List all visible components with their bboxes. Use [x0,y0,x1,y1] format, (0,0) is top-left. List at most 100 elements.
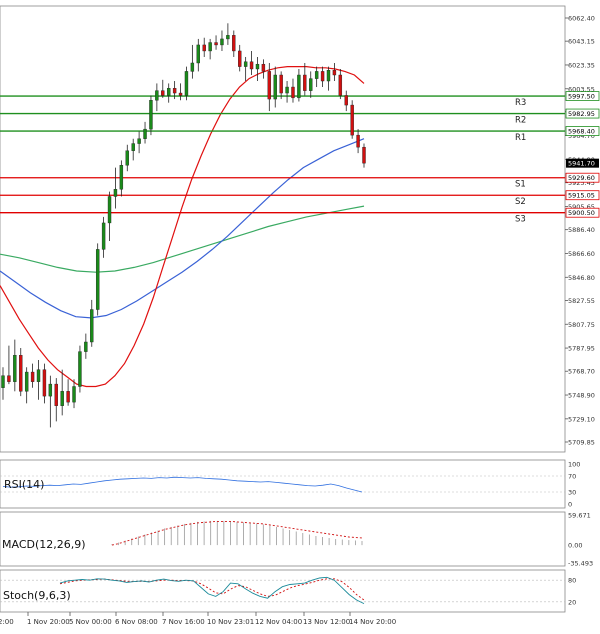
level-name-s1: S1 [515,180,526,190]
price-tick-label: 5827.55 [568,297,595,305]
candle-body [178,92,183,96]
stoch-tick-label: 20 [568,598,576,606]
rsi-panel [0,459,566,509]
candle-body [161,90,165,96]
candle-body [190,62,195,72]
current-price-box [566,158,599,168]
price-tick-label: 6003.55 [568,85,595,93]
price-tick-label: 6043.15 [568,38,595,46]
price-tick-label: 5866.60 [568,250,595,258]
candle-body [84,341,88,352]
price-tick-label: 5729.10 [568,415,595,423]
price-panel [0,5,566,453]
stoch-label: Stoch(9,6,3) [3,589,71,602]
candle-body [238,50,242,67]
price-tick-label: 6023.35 [568,61,595,69]
candle-body [101,222,106,250]
x-tick-label: 14 Nov 20:00 [349,618,396,626]
candle-body [320,71,325,82]
candle-body [95,249,100,310]
price-tick-label: 5964.70 [568,132,595,140]
candle-body [214,42,218,46]
level-price-box [565,190,600,201]
price-tick-label: 5846.80 [568,274,595,282]
x-tick-label: 2:00 [0,618,14,626]
candle-body [78,351,82,387]
rsi-tick-label: 70 [568,473,576,481]
candle-body [202,44,206,52]
x-tick-label: 6 Nov 08:00 [115,618,158,626]
macd-tick-label: 0.00 [568,542,582,550]
candle-body [172,88,177,94]
candle-body [220,38,224,46]
candle-body [291,86,295,99]
candle-body [356,134,360,148]
macd-tick-label: -35.493 [568,560,593,568]
candle-body [226,35,230,40]
candle-body [285,86,289,94]
candle-body [119,165,124,190]
rsi-tick-label: 100 [568,461,580,469]
level-name-s2: S2 [515,197,526,207]
x-tick-label: 13 Nov 12:00 [303,618,350,626]
level-price-label: 5968.40 [568,128,595,136]
level-price-label: 5900.50 [568,209,595,217]
candle-body [143,128,147,139]
price-tick-label: 5925.45 [568,179,595,187]
price-tick-label: 5807.75 [568,321,595,329]
x-tick-label: 5 Nov 00:00 [69,618,112,626]
candle-body [326,69,331,82]
rsi-tick-label: 30 [568,489,576,497]
candle-body [149,100,153,130]
level-price-label: 5915.05 [568,192,595,200]
candle-body [137,138,141,144]
candle-body [48,383,53,397]
candle-body [297,74,301,99]
x-tick-label: 10 Nov 23:01 [207,618,254,626]
candle-body [66,391,70,403]
candle-body [362,146,366,164]
candle-body [60,391,64,406]
candle-body [261,63,266,72]
candle-body [24,371,29,392]
candle-body [273,74,277,100]
price-tick-label: 5787.95 [568,345,595,353]
candle-body [90,309,94,343]
candle-body [332,69,337,76]
x-tick-label: 7 Nov 16:00 [162,618,205,626]
candle-body [54,383,58,406]
candle-body [1,375,5,388]
price-tick-label: 5709.85 [568,439,595,447]
candle-body [13,355,17,382]
x-tick-label: 1 Nov 20:00 [27,618,70,626]
candle-body [255,63,260,70]
level-price-box [565,126,600,136]
candle-body [131,143,135,151]
rsi-tick-label: 0 [568,501,572,509]
candle-body [243,61,248,67]
rsi-line [2,476,363,493]
candle-body [249,61,254,70]
candle-body [208,42,212,52]
level-price-box [565,207,600,218]
stoch-panel [0,569,566,613]
level-price-box [565,172,600,183]
macd-tick-label: 59.671 [568,512,591,520]
candle-body [303,74,307,91]
candle-body [267,71,272,100]
candle-body [125,150,129,166]
rsi-label: RSI(14) [4,478,44,491]
level-name-r3: R3 [515,98,526,108]
candle-body [30,371,35,382]
macd-label: MACD(12,26,9) [2,538,86,551]
candle-body [309,78,313,91]
price-tick-label: 5886.40 [568,226,595,234]
ma-red-line [0,65,365,388]
level-name-s3: S3 [515,215,526,225]
price-tick-label: 5905.65 [568,203,595,211]
ma-green-line [0,205,365,273]
level-price-box [565,108,600,119]
candle-body [344,95,348,106]
level-name-r1: R1 [515,133,526,143]
